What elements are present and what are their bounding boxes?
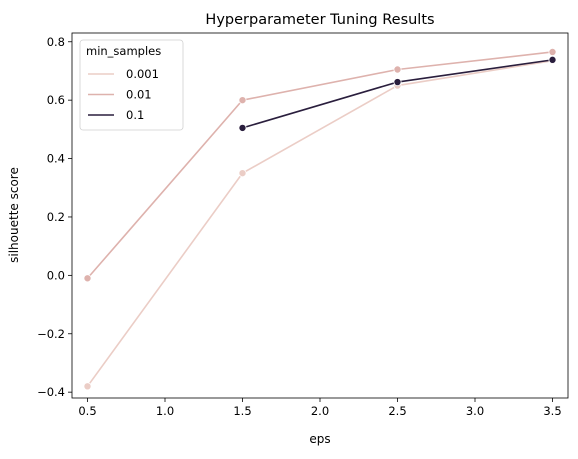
plot-area [83,47,557,391]
y-tick-label: −0.4 [37,385,65,399]
y-tick-label: −0.2 [37,327,65,341]
legend-label-0.001: 0.001 [126,67,159,81]
series-line-0.01 [86,51,553,279]
data-point-0.01-1 [238,96,247,105]
chart-title: Hyperparameter Tuning Results [205,12,434,28]
data-point-0.1-2 [548,55,557,64]
data-point-0.01-3 [548,47,557,56]
x-tick-label: 0.5 [78,404,96,418]
x-tick-label: 2.0 [311,404,329,418]
x-tick-label: 3.5 [543,404,561,418]
data-point-0.01-2 [393,65,402,74]
axes: 0.5 1.0 1.5 2.0 2.5 3.0 3.5 −0.4 −0.2 0.0 0.2 0.4 0.… [37,32,569,418]
data-point-0.001-0 [83,382,92,391]
y-tick-label: 0.0 [47,268,65,282]
legend-label-0.01: 0.01 [126,88,152,102]
legend-title: min_samples [86,44,161,58]
x-axis-label: eps [309,432,330,446]
y-tick-label: 0.2 [47,210,65,224]
y-tick-label: 0.8 [47,35,65,49]
legend-box [79,39,184,131]
y-tick-label: 0.6 [47,93,65,107]
legend: min_samples 0.001 0.01 0.1 [79,39,184,131]
y-axis-label: silhouette score [7,167,21,263]
data-point-0.01-0 [83,274,92,283]
x-tick-label: 1.5 [233,404,251,418]
x-tick-label: 3.0 [466,404,484,418]
data-point-0.1-0 [238,123,247,132]
data-point-0.001-1 [238,169,247,178]
y-tick-label: 0.4 [47,152,65,166]
x-tick-label: 1.0 [156,404,174,418]
x-tick-label: 2.5 [388,404,406,418]
legend-label-0.1: 0.1 [126,108,144,122]
data-point-0.1-1 [393,78,402,87]
series-line-0.001 [86,59,553,387]
